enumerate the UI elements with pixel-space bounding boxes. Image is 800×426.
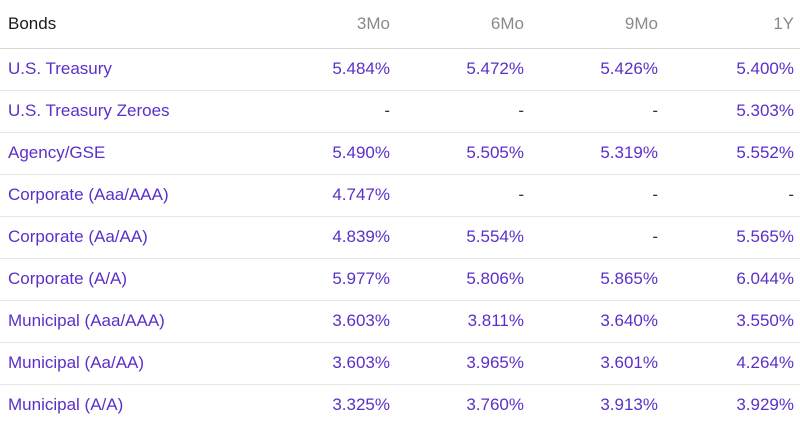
table-row: Municipal (Aa/AA) 3.603% 3.965% 3.601% 4… [0,342,800,384]
empty-yield-cell: - [518,185,524,204]
row-name[interactable]: Municipal (Aa/AA) [8,353,145,372]
yield-cell[interactable]: 3.929% [736,395,794,415]
yield-cell[interactable]: 3.603% [332,311,390,330]
yield-cell[interactable]: 5.426% [600,59,658,78]
table-row: U.S. Treasury 5.484% 5.472% 5.426% 5.400… [0,48,800,90]
header-9mo: 9Mo [624,13,658,33]
header-row: Bonds 3Mo 6Mo 9Mo 1Y [0,0,800,48]
yield-cell[interactable]: 5.319% [600,143,658,162]
empty-yield-cell: - [518,101,524,120]
yield-cell[interactable]: 4.839% [332,227,390,246]
empty-yield-cell: - [384,101,390,120]
yield-cell[interactable]: 5.552% [736,143,794,162]
table-row: Corporate (A/A) 5.977% 5.806% 5.865% 6.0… [0,258,800,300]
empty-yield-cell: - [652,227,658,246]
yield-cell[interactable]: 3.760% [466,395,524,415]
table-row: U.S. Treasury Zeroes - - - 5.303% [0,90,800,132]
yield-cell[interactable]: 3.601% [600,353,658,372]
empty-yield-cell: - [788,185,794,204]
empty-yield-cell: - [652,101,658,120]
yield-cell[interactable]: 5.303% [736,101,794,120]
empty-yield-cell: - [652,185,658,204]
yield-cell[interactable]: 5.865% [600,269,658,288]
header-bonds: Bonds [8,13,57,33]
row-name[interactable]: Corporate (A/A) [8,269,128,288]
header-3mo: 3Mo [356,13,390,33]
yield-cell[interactable]: 5.505% [466,143,524,162]
row-name[interactable]: Agency/GSE [8,143,106,162]
yield-cell[interactable]: 3.550% [736,311,794,330]
table-row: Corporate (Aaa/AAA) 4.747% - - - [0,174,800,216]
yield-cell[interactable]: 5.554% [466,227,524,246]
yield-cell[interactable]: 3.965% [466,353,524,372]
row-name[interactable]: U.S. Treasury [8,59,112,78]
table-row: Agency/GSE 5.490% 5.505% 5.319% 5.552% [0,132,800,174]
yield-cell[interactable]: 3.640% [600,311,658,330]
yield-cell[interactable]: 5.565% [736,227,794,246]
table-row: Municipal (A/A) 3.325% 3.760% 3.913% 3.9… [0,384,800,426]
yield-cell[interactable]: 3.811% [467,311,524,330]
table-row: Corporate (Aa/AA) 4.839% 5.554% - 5.565% [0,216,800,258]
yield-cell[interactable]: 3.325% [332,395,390,415]
yield-cell[interactable]: 5.806% [466,269,524,288]
yield-cell[interactable]: 4.264% [736,353,794,372]
yield-cell[interactable]: 3.913% [600,395,658,415]
header-6mo: 6Mo [490,13,524,33]
yield-cell[interactable]: 4.747% [332,185,390,204]
table-row: Municipal (Aaa/AAA) 3.603% 3.811% 3.640%… [0,300,800,342]
table-header: Bonds 3Mo 6Mo 9Mo 1Y [0,0,800,48]
yield-cell[interactable]: 6.044% [736,269,794,288]
row-name[interactable]: Corporate (Aaa/AAA) [8,185,169,204]
row-name[interactable]: Municipal (A/A) [8,395,124,415]
yield-cell[interactable]: 5.472% [466,59,524,78]
header-1y: 1Y [773,13,794,33]
yield-cell[interactable]: 5.400% [736,59,794,78]
yield-cell[interactable]: 3.603% [332,353,390,372]
yield-cell[interactable]: 5.977% [332,269,390,288]
table-body: U.S. Treasury 5.484% 5.472% 5.426% 5.400… [0,48,800,426]
row-name[interactable]: Municipal (Aaa/AAA) [8,311,165,330]
row-name[interactable]: U.S. Treasury Zeroes [8,101,170,120]
row-name[interactable]: Corporate (Aa/AA) [8,227,148,246]
yield-cell[interactable]: 5.484% [332,59,390,78]
yield-cell[interactable]: 5.490% [332,143,390,162]
